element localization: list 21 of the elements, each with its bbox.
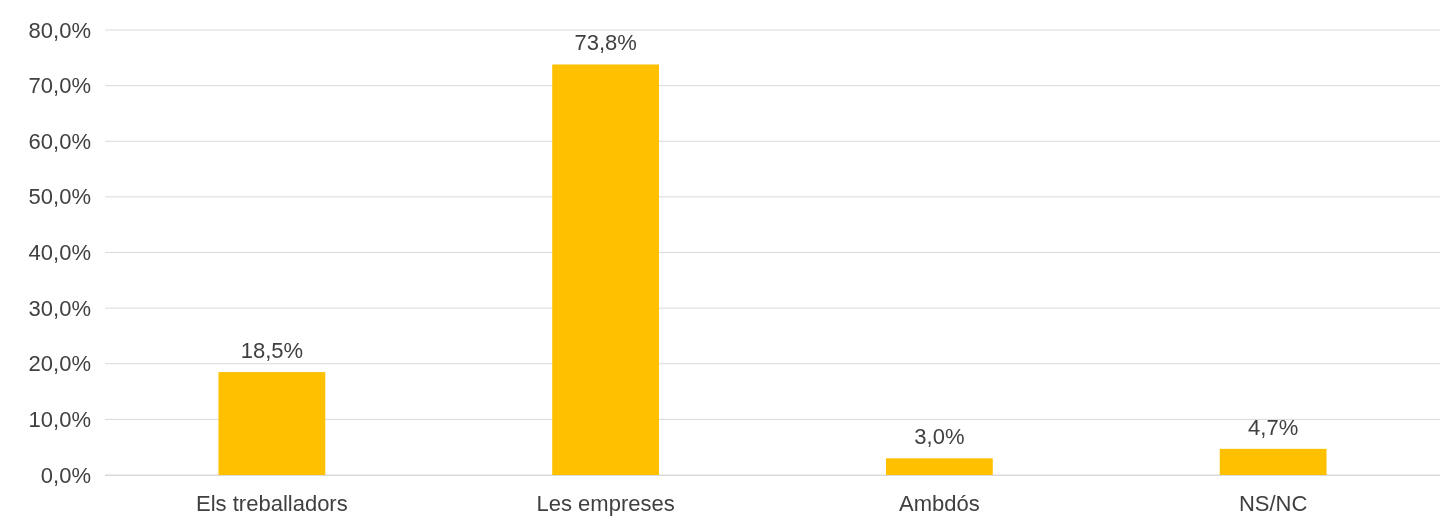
y-tick-label: 70,0% bbox=[28, 73, 91, 99]
bar bbox=[1219, 448, 1327, 475]
bar bbox=[885, 458, 993, 475]
data-label: 73,8% bbox=[574, 30, 637, 56]
x-tick-label: Ambdós bbox=[899, 490, 980, 516]
x-tick-label: NS/NC bbox=[1238, 490, 1308, 516]
y-tick-label: 20,0% bbox=[28, 351, 91, 377]
data-label: 3,0% bbox=[914, 424, 965, 450]
y-tick-label: 0,0% bbox=[40, 462, 91, 488]
bar bbox=[218, 372, 326, 475]
y-tick-label: 40,0% bbox=[28, 240, 91, 266]
x-tick-label: Les empreses bbox=[536, 490, 675, 516]
data-label: 18,5% bbox=[240, 338, 304, 364]
bar bbox=[552, 64, 660, 475]
y-tick-label: 80,0% bbox=[28, 17, 91, 43]
data-label: 4,7% bbox=[1248, 414, 1299, 440]
y-tick-label: 10,0% bbox=[28, 406, 91, 432]
y-tick-label: 60,0% bbox=[28, 128, 91, 154]
x-tick-label: Els treballadors bbox=[196, 490, 348, 516]
y-tick-label: 30,0% bbox=[28, 295, 91, 321]
y-tick-label: 50,0% bbox=[28, 184, 91, 210]
